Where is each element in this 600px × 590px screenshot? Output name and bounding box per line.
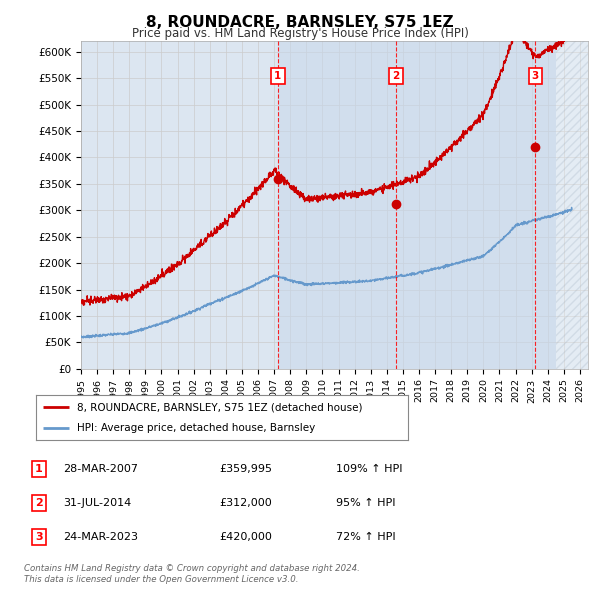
Text: 1: 1: [274, 71, 281, 81]
Text: 109% ↑ HPI: 109% ↑ HPI: [336, 464, 403, 474]
Text: 72% ↑ HPI: 72% ↑ HPI: [336, 532, 395, 542]
Text: 1: 1: [35, 464, 43, 474]
Text: £359,995: £359,995: [219, 464, 272, 474]
Text: Contains HM Land Registry data © Crown copyright and database right 2024.: Contains HM Land Registry data © Crown c…: [24, 565, 360, 573]
Text: 8, ROUNDACRE, BARNSLEY, S75 1EZ (detached house): 8, ROUNDACRE, BARNSLEY, S75 1EZ (detache…: [77, 402, 362, 412]
Bar: [396, 41, 535, 369]
Bar: [535, 41, 556, 369]
Text: HPI: Average price, detached house, Barnsley: HPI: Average price, detached house, Barn…: [77, 422, 315, 432]
Text: 2: 2: [35, 498, 43, 507]
Text: 28-MAR-2007: 28-MAR-2007: [63, 464, 138, 474]
Text: 3: 3: [35, 532, 43, 542]
Text: 2: 2: [392, 71, 400, 81]
Text: 8, ROUNDACRE, BARNSLEY, S75 1EZ: 8, ROUNDACRE, BARNSLEY, S75 1EZ: [146, 15, 454, 30]
Text: £420,000: £420,000: [219, 532, 272, 542]
Text: 95% ↑ HPI: 95% ↑ HPI: [336, 498, 395, 507]
Text: 3: 3: [532, 71, 539, 81]
Text: 24-MAR-2023: 24-MAR-2023: [63, 532, 138, 542]
Text: This data is licensed under the Open Government Licence v3.0.: This data is licensed under the Open Gov…: [24, 575, 299, 584]
Text: 31-JUL-2014: 31-JUL-2014: [63, 498, 131, 507]
Bar: [278, 41, 396, 369]
Text: £312,000: £312,000: [219, 498, 272, 507]
Text: Price paid vs. HM Land Registry's House Price Index (HPI): Price paid vs. HM Land Registry's House …: [131, 27, 469, 40]
